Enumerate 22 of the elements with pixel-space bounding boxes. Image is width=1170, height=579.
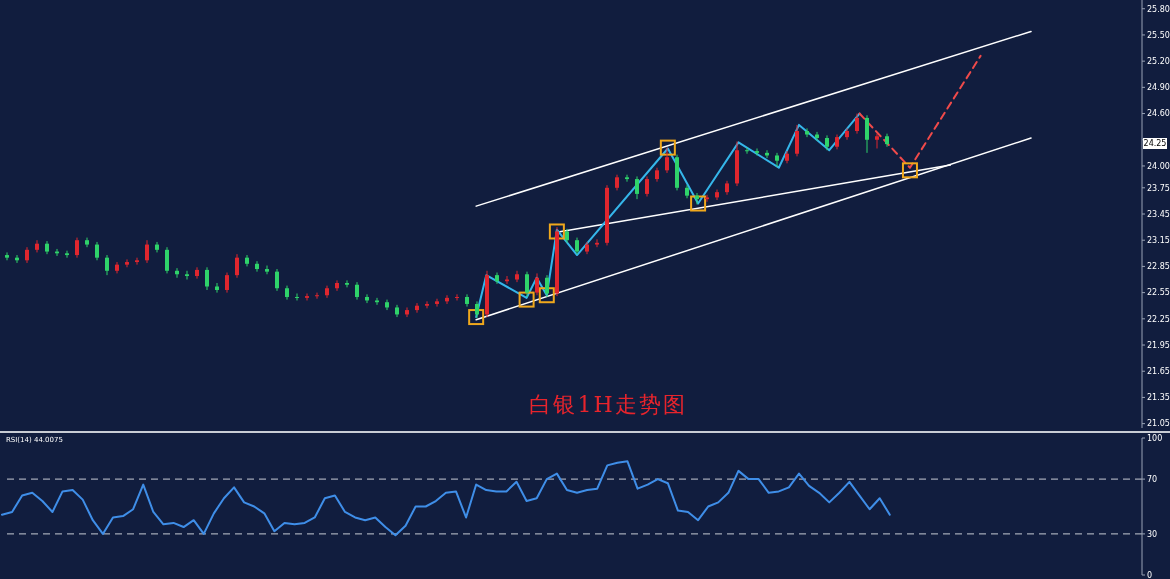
y-tick-label: 23.75 — [1147, 183, 1170, 193]
y-tick-label: 70 — [1147, 474, 1158, 484]
y-tick-label: 22.85 — [1147, 262, 1170, 272]
y-tick-label: 24.90 — [1147, 83, 1170, 93]
text: 白银1H走势图 — [529, 392, 687, 417]
y-tick-label: 25.50 — [1147, 30, 1170, 40]
y-tick-label: 24.00 — [1147, 161, 1170, 171]
y-tick-label: 25.20 — [1147, 56, 1170, 66]
y-tick-label: 24.60 — [1147, 109, 1170, 119]
y-tick-label: 21.65 — [1147, 367, 1170, 377]
y-tick-label: 30 — [1147, 529, 1158, 539]
y-tick-label: 25.80 — [1147, 4, 1170, 14]
y-tick-label: 22.55 — [1147, 288, 1170, 298]
y-tick-label: 22.25 — [1147, 314, 1170, 324]
y-tick-label: 100 — [1147, 433, 1163, 443]
y-tick-label: 21.05 — [1147, 419, 1170, 429]
y-tick-label: 23.15 — [1147, 236, 1170, 246]
y-tick-label: 0 — [1147, 570, 1153, 579]
y-tick-label: 21.35 — [1147, 393, 1170, 403]
y-tick-label: 23.45 — [1147, 209, 1170, 219]
y-tick-label: 21.95 — [1147, 340, 1170, 350]
annotation: 24.25 — [1143, 138, 1167, 150]
